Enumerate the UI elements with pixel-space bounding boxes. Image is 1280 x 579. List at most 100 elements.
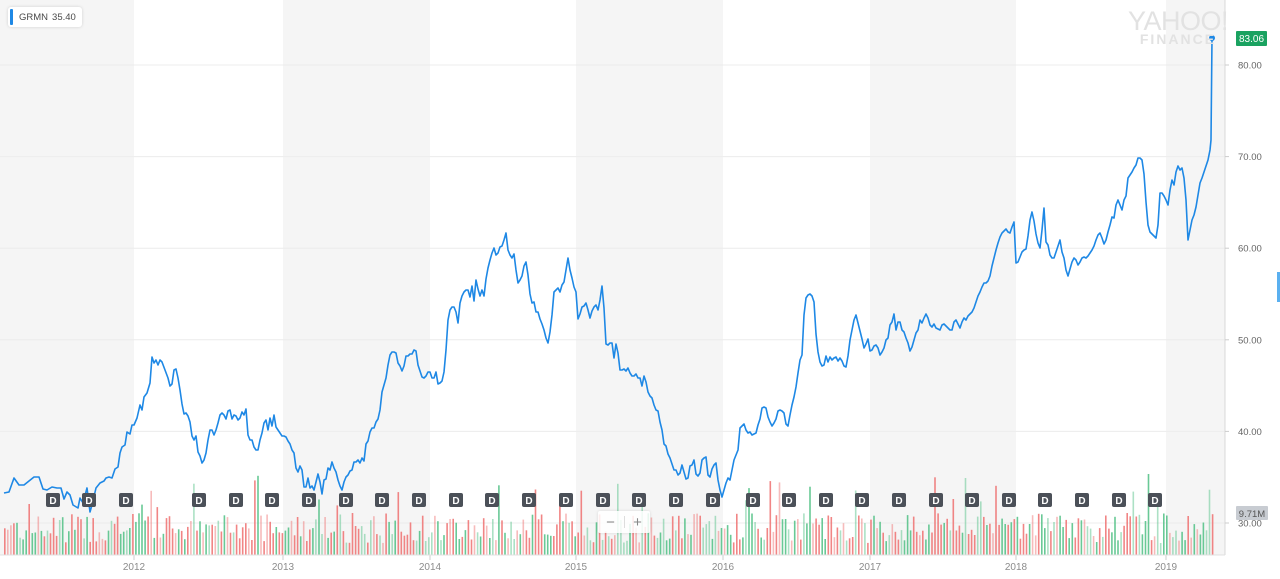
volume-bar	[4, 528, 6, 555]
volume-bar	[757, 528, 759, 555]
dividend-marker[interactable]: D	[1038, 493, 1052, 507]
volume-bar	[861, 518, 863, 555]
dividend-marker[interactable]: D	[82, 493, 96, 507]
volume-bar	[214, 526, 217, 555]
volume-bar	[446, 523, 448, 555]
dividend-marker[interactable]: D	[819, 493, 833, 507]
volume-bar	[961, 532, 964, 555]
volume-bar	[229, 532, 232, 555]
dividend-marker-box	[819, 493, 833, 507]
volume-bar	[995, 485, 997, 555]
volume-bar	[196, 530, 198, 555]
volume-bar	[1184, 540, 1186, 555]
volume-bar	[1166, 515, 1168, 555]
volume-bar	[226, 517, 229, 555]
volume-bar	[13, 523, 15, 555]
dividend-marker[interactable]: D	[46, 493, 60, 507]
dividend-marker[interactable]: D	[485, 493, 499, 507]
volume-bar	[492, 519, 494, 555]
price-line[interactable]	[3, 37, 1213, 513]
dividend-marker[interactable]: D	[559, 493, 573, 507]
dividend-marker[interactable]: D	[412, 493, 426, 507]
volume-bar	[1025, 533, 1028, 555]
dividend-marker[interactable]: D	[929, 493, 943, 507]
volume-bar	[610, 538, 613, 555]
volume-bar	[98, 532, 101, 555]
volume-bar	[278, 532, 281, 555]
dividend-marker[interactable]: D	[449, 493, 463, 507]
volume-bar	[174, 533, 177, 555]
zoom-in-button[interactable]: +	[633, 513, 642, 531]
volume-bar	[851, 537, 854, 555]
dividend-marker[interactable]: D	[892, 493, 906, 507]
volume-bar	[952, 499, 955, 555]
dividend-marker[interactable]: D	[855, 493, 869, 507]
dividend-marker[interactable]: D	[119, 493, 133, 507]
svg-text:83.06: 83.06	[1239, 34, 1264, 45]
dividend-marker[interactable]: D	[339, 493, 353, 507]
volume-bar	[107, 530, 110, 555]
dividend-marker[interactable]: D	[669, 493, 683, 507]
volume-bar	[906, 515, 909, 555]
volume-bar	[321, 534, 323, 555]
volume-bar	[1111, 532, 1113, 555]
volume-bar	[1138, 514, 1141, 555]
zoom-out-button[interactable]: −	[606, 513, 615, 531]
dividend-marker[interactable]: D	[1112, 493, 1126, 507]
dividend-marker[interactable]: D	[229, 493, 243, 507]
volume-bar	[705, 524, 708, 555]
dividend-marker[interactable]: D	[302, 493, 316, 507]
side-panel-handle[interactable]	[1277, 272, 1280, 302]
volume-bar	[43, 536, 46, 555]
series-legend[interactable]: GRMN 35.40	[8, 7, 82, 27]
dividend-marker[interactable]: D	[1148, 493, 1162, 507]
volume-bar	[836, 527, 839, 555]
dividend-marker[interactable]: D	[782, 493, 796, 507]
dividend-marker[interactable]: D	[746, 493, 760, 507]
svg-text:9.71M: 9.71M	[1239, 509, 1265, 520]
dividend-marker[interactable]: D	[1075, 493, 1089, 507]
dividend-marker[interactable]: D	[632, 493, 646, 507]
volume-bar	[818, 524, 820, 555]
volume-bar	[388, 521, 390, 555]
dividend-marker[interactable]: D	[596, 493, 610, 507]
volume-bar	[568, 522, 570, 555]
year-band	[283, 0, 430, 555]
volume-bar	[1190, 537, 1192, 555]
volume-bar	[144, 520, 146, 555]
dividend-marker[interactable]: D	[375, 493, 389, 507]
volume-bar	[485, 525, 488, 555]
volume-bar	[287, 527, 290, 555]
volume-bar	[31, 533, 34, 555]
dividend-marker[interactable]: D	[265, 493, 279, 507]
dividend-marker-label: D	[525, 496, 532, 507]
volume-bar	[1163, 513, 1165, 555]
volume-bar	[22, 539, 24, 555]
volume-bar	[318, 499, 320, 555]
dividend-marker[interactable]: D	[965, 493, 979, 507]
dividend-marker-label: D	[122, 496, 129, 507]
volume-bar	[464, 530, 467, 555]
dividend-marker[interactable]: D	[522, 493, 536, 507]
volume-bar	[656, 537, 659, 555]
dividend-marker[interactable]: D	[1002, 493, 1016, 507]
dividend-marker[interactable]: D	[192, 493, 206, 507]
volume-bar	[467, 520, 470, 555]
volume-bar	[629, 523, 631, 555]
volume-bar	[245, 523, 247, 555]
volume-bar	[775, 515, 778, 555]
volume-bar	[833, 537, 836, 555]
volume-bar	[1013, 519, 1016, 555]
volume-bar	[839, 530, 842, 555]
volume-bar	[940, 524, 942, 555]
volume-bar	[266, 514, 268, 555]
volume-bar	[595, 522, 598, 555]
volume-bar	[550, 535, 552, 555]
volume-bar	[534, 489, 537, 555]
dividend-marker[interactable]: D	[706, 493, 720, 507]
volume-bar	[806, 523, 808, 555]
volume-bar	[260, 515, 262, 555]
volume-bar	[351, 513, 354, 555]
